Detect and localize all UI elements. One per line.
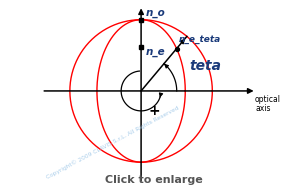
Text: n_e: n_e <box>146 47 165 57</box>
Text: n_e_teta: n_e_teta <box>179 35 221 44</box>
Text: Click to enlarge: Click to enlarge <box>105 175 203 185</box>
Text: n_o: n_o <box>146 8 165 18</box>
Text: optical: optical <box>255 94 281 104</box>
Text: Copyright© 2009 CLAVIS S.r.L. All Rights Reserved: Copyright© 2009 CLAVIS S.r.L. All Rights… <box>45 105 180 180</box>
Text: axis: axis <box>255 104 271 113</box>
Text: teta: teta <box>190 59 221 73</box>
Text: +: + <box>149 104 161 118</box>
